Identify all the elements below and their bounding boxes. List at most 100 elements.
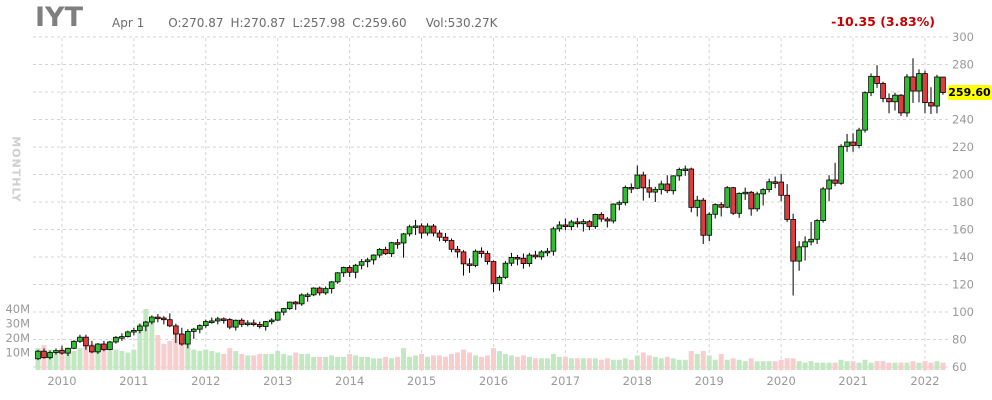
volume-bar [556,356,562,370]
candle-body [346,267,353,273]
volume-bar [568,358,574,370]
volume-bar [65,349,71,370]
volume-bar [299,353,305,370]
volume-bar [449,353,455,370]
candle-body [83,336,89,347]
volume-bar [53,351,59,370]
candle-body [682,168,689,172]
candle-body [856,129,862,146]
candle-body [358,261,365,266]
volume-bar [113,349,119,370]
volume-bar [215,352,221,370]
price-axis-label: 300 [952,30,974,44]
volume-bar [383,356,389,370]
volume-bar [101,349,107,370]
volume-bar [760,361,766,370]
volume-bar [724,359,730,370]
candle-body [592,213,599,227]
candle-body [71,340,77,349]
volume-bar [868,362,874,370]
candle-body [47,352,53,359]
candle-body [322,288,329,294]
candle-body [796,246,802,262]
candle-body [77,336,83,342]
candle-body [826,179,832,190]
volume-bar [191,349,197,370]
candle-body [256,323,263,327]
header-quote-row: Apr 1 O:270.87 H:270.87 L:257.98 C:259.60 Vol… [112,16,505,30]
volume-bar [257,353,263,370]
year-label: 2015 [407,374,436,388]
candle-body [562,224,569,228]
volume-bar [850,361,856,370]
candle-body [173,325,179,335]
year-label: 2022 [910,374,939,388]
volume-bar [107,351,113,370]
volume-bar [832,362,838,370]
volume-bar [532,358,538,370]
candle-body [616,202,623,205]
volume-bar [676,359,682,370]
volume-bar [646,355,652,370]
last-price-badge: 259.60 [948,85,991,100]
volume-bar [778,359,784,370]
volume-bar [239,353,245,370]
volume-bar [796,361,802,370]
volume-bar [137,323,143,370]
candle-body [652,189,659,193]
ticker-symbol: IYT [35,2,84,33]
volume-axis-label: 40M [5,302,30,316]
candle-body [292,301,299,305]
candle-body [850,141,856,146]
candle-body [520,257,527,264]
volume-bar [874,361,880,370]
volume-bar [526,356,532,370]
volume-bar [341,356,347,370]
volume-bar [437,355,443,370]
volume-bar [910,361,916,370]
quote-volume: Vol:530.27K [425,16,498,30]
candle-body [622,187,629,204]
candle-body [430,225,437,234]
volume-bar [862,359,868,370]
volume-bar [496,351,502,370]
volume-bar [155,335,161,370]
volume-bar [628,359,634,370]
candle-body [772,181,778,184]
candle-body [167,319,173,327]
volume-bar [682,359,688,370]
volume-bar [604,358,610,370]
volume-bar [269,353,275,370]
candle-body [328,281,335,290]
volume-bar [419,353,425,370]
year-label: 2010 [47,374,76,388]
candle-body [250,322,257,326]
volume-bar [395,356,401,370]
candle-body [868,75,874,94]
volume-bar [700,351,706,370]
candle-body [220,318,227,321]
volume-bar [922,361,928,370]
year-label: 2011 [119,374,148,388]
volume-bar [317,356,323,370]
year-label: 2021 [838,374,867,388]
candle-body [238,319,245,325]
volume-bar [185,343,191,370]
volume-bar [472,355,478,370]
volume-bar [179,338,185,370]
volume-bar [305,353,311,370]
volume-bar [694,353,700,370]
candle-body [640,174,647,189]
price-axis-label: 160 [952,223,974,237]
candle-body [556,224,563,230]
candle-body [59,350,65,354]
candle-body [143,321,149,327]
candle-body [316,287,323,294]
candle-body [898,94,904,114]
price-axis-label: 100 [952,305,974,319]
candle-body [910,76,916,92]
candle-body [125,331,131,338]
volume-bar [233,351,239,370]
price-axis-label: 180 [952,195,974,209]
